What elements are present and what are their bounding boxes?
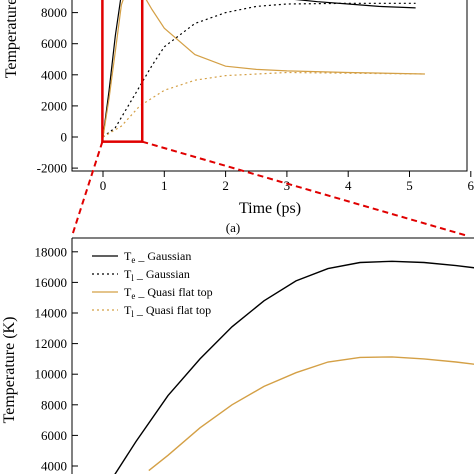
top-y-tick-label: 6000 bbox=[41, 36, 67, 51]
top-x-tick-label: 4 bbox=[345, 178, 352, 193]
legend: Te _ Gaussian Tl _ Gaussian Te _ Quasi fla… bbox=[92, 249, 213, 319]
bottom-series-line bbox=[148, 356, 474, 472]
top-x-tick-label: 3 bbox=[284, 178, 291, 193]
legend-entry: Te _ Quasi flat top bbox=[124, 285, 213, 301]
top-series-line bbox=[102, 0, 416, 138]
bottom-y-tick-label: 10000 bbox=[35, 367, 68, 382]
top-series-line bbox=[102, 0, 425, 138]
bottom-y-axis-label: Temperature (K) bbox=[1, 317, 18, 424]
top-x-tick-label: 5 bbox=[406, 178, 413, 193]
bottom-y-tick-label: 14000 bbox=[35, 306, 68, 321]
top-y-tick-label: 2000 bbox=[41, 98, 67, 113]
legend-entry: Te _ Gaussian bbox=[124, 249, 191, 265]
top-series-line bbox=[102, 71, 425, 138]
zoom-connector-right bbox=[141, 140, 469, 237]
top-x-tick-label: 0 bbox=[100, 178, 107, 193]
legend-entry: Tl _ Gaussian bbox=[124, 267, 190, 283]
top-panel: 0 1 2 3 4 5 6 -2000 0 2000 4000 6000 8000 Temperatu… bbox=[3, 0, 474, 237]
top-x-tick-label: 2 bbox=[222, 178, 229, 193]
top-y-tick-label: 4000 bbox=[41, 67, 67, 82]
bottom-y-tick-label: 16000 bbox=[35, 275, 68, 290]
panel-caption: (a) bbox=[226, 220, 240, 235]
top-x-tick-label: 1 bbox=[161, 178, 168, 193]
zoom-connector-left bbox=[71, 141, 104, 237]
legend-entry: Tl _ Quasi flat top bbox=[124, 303, 211, 319]
top-y-tick-label: 8000 bbox=[41, 5, 67, 20]
top-y-axis-label: Temperature bbox=[3, 0, 20, 78]
zoom-box bbox=[101, 0, 144, 143]
bottom-series-line bbox=[114, 260, 474, 474]
top-x-axis-label: Time (ps) bbox=[239, 200, 301, 217]
top-plot-frame bbox=[71, 0, 468, 172]
bottom-y-tick-label: 6000 bbox=[41, 428, 67, 443]
bottom-panel: 4000 6000 8000 10000 12000 14000 16000 18000 Te… bbox=[1, 237, 474, 474]
bottom-y-tick-label: 8000 bbox=[41, 397, 67, 412]
top-y-tick-label: -2000 bbox=[37, 161, 67, 176]
top-y-tick-label: 0 bbox=[61, 130, 68, 145]
top-x-tick-label: 6 bbox=[468, 178, 474, 193]
bottom-y-tick-label: 12000 bbox=[35, 336, 68, 351]
bottom-y-tick-label: 18000 bbox=[35, 244, 68, 259]
top-series-line bbox=[102, 2, 416, 138]
bottom-y-tick-label: 4000 bbox=[41, 459, 67, 474]
